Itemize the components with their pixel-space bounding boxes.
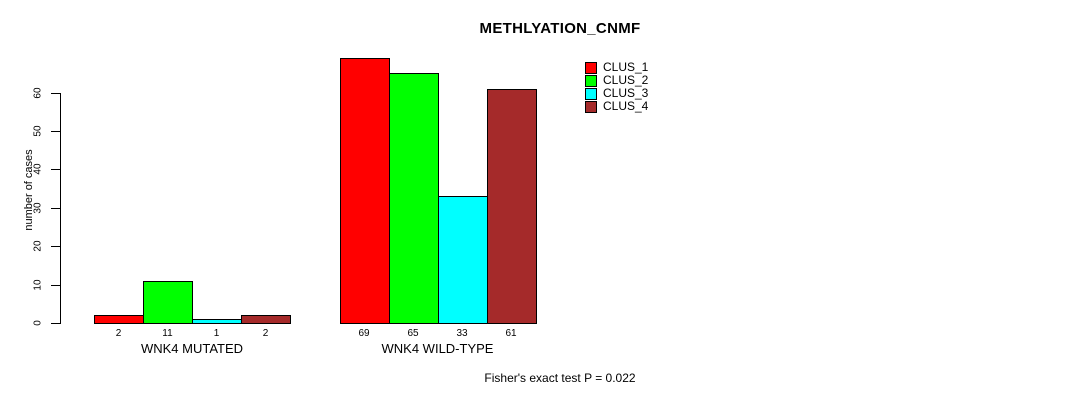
legend-swatch-clus_2 xyxy=(585,74,597,87)
bar-clus_1-group2 xyxy=(339,58,390,324)
legend-label: CLUS_3 xyxy=(603,86,649,100)
legend-label: CLUS_1 xyxy=(603,60,649,74)
y-tick-label: 20 xyxy=(32,240,44,252)
legend-swatch-clus_1 xyxy=(585,61,597,74)
y-tick-mark xyxy=(51,169,60,171)
y-tick-mark xyxy=(51,131,60,132)
bar-value-label: 11 xyxy=(162,328,173,339)
legend-label: CLUS_2 xyxy=(603,73,649,87)
bar-clus_3-group2 xyxy=(437,196,488,324)
bar-value-label: 69 xyxy=(358,328,370,339)
bar-value-label: 2 xyxy=(262,328,269,339)
legend-item: CLUS_2 xyxy=(585,74,648,87)
bar-value-label: 2 xyxy=(115,328,122,339)
chart-title: METHLYATION_CNMF xyxy=(479,20,641,37)
legend-item: CLUS_3 xyxy=(585,87,648,100)
y-tick-mark xyxy=(51,323,60,324)
y-tick-label: 60 xyxy=(32,87,44,99)
bar-clus_2-group2 xyxy=(388,73,439,324)
fisher-test-annotation: Fisher's exact test P = 0.022 xyxy=(484,371,636,385)
x-group-label: WNK4 MUTATED xyxy=(140,341,244,356)
bar-clus_4-group1 xyxy=(241,315,291,324)
x-group-label: WNK4 WILD-TYPE xyxy=(381,341,494,356)
y-tick-mark xyxy=(51,284,60,286)
legend-swatch-clus_3 xyxy=(585,87,597,100)
legend: CLUS_1 CLUS_2 CLUS_3 CLUS_4 xyxy=(585,61,648,113)
y-tick-label: 40 xyxy=(32,163,44,175)
bar-value-label: 33 xyxy=(456,328,468,339)
y-tick-mark xyxy=(51,246,60,248)
y-tick-label: 30 xyxy=(32,202,44,214)
y-axis-line xyxy=(60,92,61,324)
legend-item: CLUS_1 xyxy=(585,61,648,74)
y-tick-label: 50 xyxy=(32,125,44,137)
bar-value-label: 1 xyxy=(213,328,220,339)
bar-clus_2-group1 xyxy=(143,280,193,324)
bar-clus_1-group1 xyxy=(94,315,144,324)
legend-item: CLUS_4 xyxy=(585,100,648,113)
y-tick-mark xyxy=(51,92,60,94)
bar-clus_3-group1 xyxy=(192,319,242,324)
bar-clus_4-group2 xyxy=(486,88,537,324)
bar-value-label: 65 xyxy=(407,328,419,339)
y-tick-label: 0 xyxy=(32,320,44,326)
legend-swatch-clus_4 xyxy=(585,100,597,113)
legend-label: CLUS_4 xyxy=(603,99,649,113)
y-tick-label: 10 xyxy=(32,279,44,291)
bar-value-label: 61 xyxy=(505,328,517,339)
y-tick-mark xyxy=(51,207,60,209)
